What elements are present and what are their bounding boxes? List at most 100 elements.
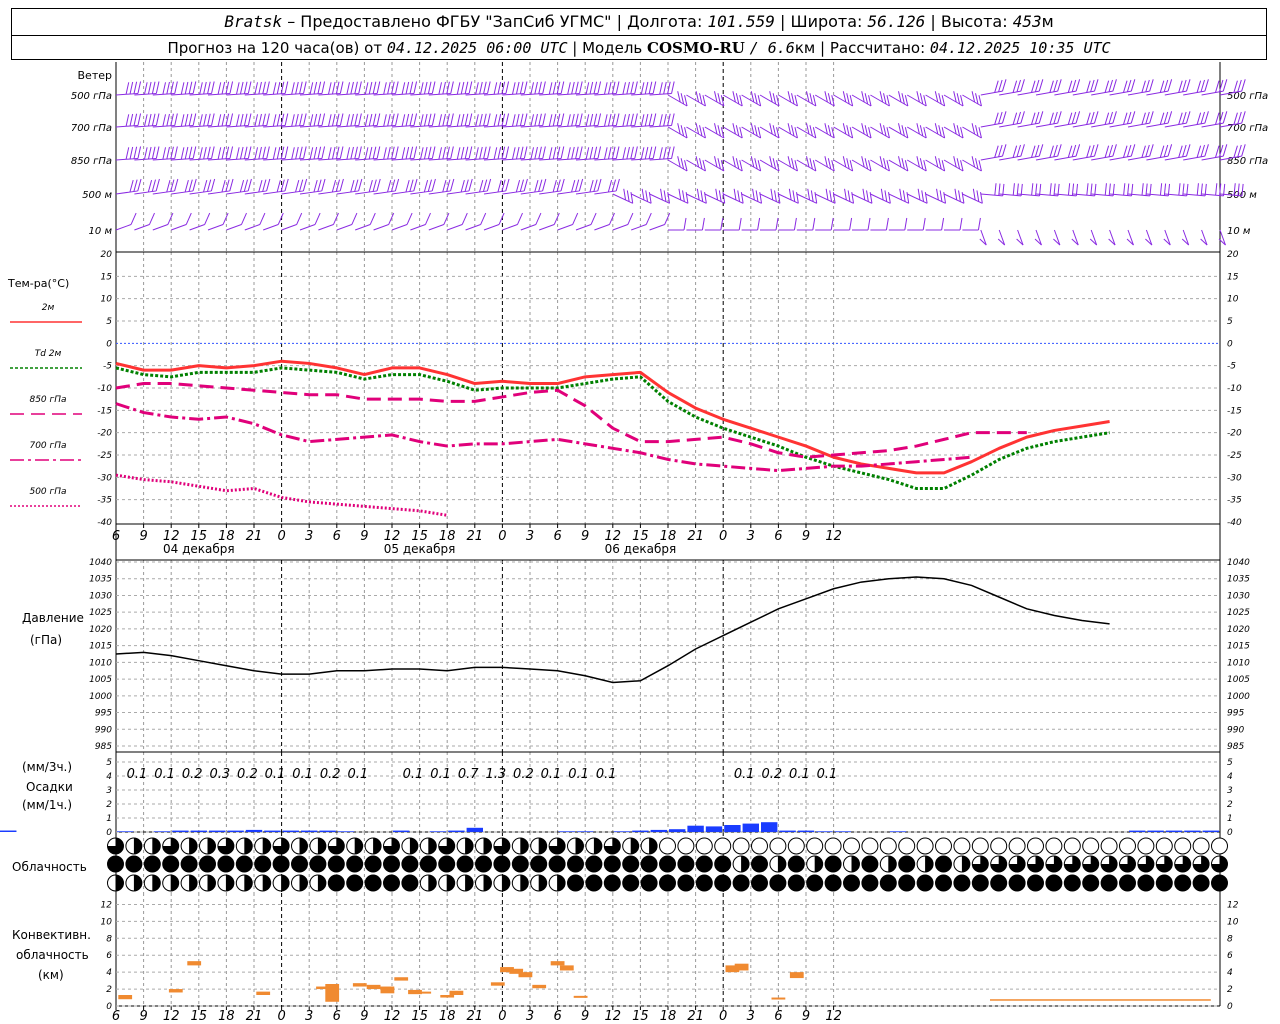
- wind-barb-feather: [206, 179, 212, 192]
- conv-bar: [352, 983, 367, 987]
- wind-barb: [741, 156, 762, 172]
- cloud-cover-symbol: [898, 837, 916, 855]
- wind-barb: [575, 212, 597, 231]
- wind-barb-feather: [597, 81, 602, 94]
- wind-barb-feather: [812, 217, 816, 231]
- cloud-circle-fill: [769, 875, 786, 891]
- wind-barb-feather: [284, 146, 289, 159]
- cloud-sector-fill: [115, 875, 124, 891]
- wind-barb-feather: [589, 146, 594, 160]
- cloud-sector-fill: [1193, 856, 1210, 872]
- wind-barb-shaft: [1146, 90, 1169, 96]
- wind-barb: [686, 156, 706, 172]
- wind-barb-shaft: [851, 159, 872, 172]
- wind-barb-feather: [626, 146, 630, 160]
- wind-barb-feather: [1086, 80, 1091, 93]
- wind-barb-feather: [450, 113, 454, 126]
- wind-barb: [704, 91, 725, 107]
- wind-barb-feather: [174, 113, 178, 126]
- wind-barb-shaft: [925, 94, 945, 107]
- cloud-cover-symbol: [1155, 837, 1173, 855]
- wind-barb-feather: [225, 113, 230, 126]
- cloud-sector-fill: [162, 838, 179, 854]
- wind-barb-shaft: [1146, 122, 1169, 128]
- cloud-circle-fill: [1082, 875, 1099, 891]
- cloud-sector-fill: [851, 856, 860, 872]
- wind-barb-feather: [162, 114, 167, 127]
- wind-barb-feather: [534, 113, 538, 127]
- temp-ytick-label: -15: [97, 406, 112, 416]
- cloud-cover-symbol: [935, 874, 952, 892]
- wind-barb-feather: [793, 217, 797, 231]
- wind-barb: [1035, 79, 1062, 96]
- wind-barb-feather: [849, 160, 854, 172]
- wind-barb-feather: [309, 114, 314, 127]
- cloud-cover-symbol: [125, 855, 143, 873]
- wind-barb: [815, 217, 834, 231]
- wind-barb-feather: [405, 146, 410, 160]
- time-tick-label: 18: [218, 1009, 235, 1024]
- wind-barb-feather: [648, 113, 653, 126]
- temp-ytick-label-right: -30: [1227, 473, 1242, 483]
- wind-barb-feather: [1200, 144, 1206, 158]
- cloud-circle-outline: [659, 837, 676, 855]
- cloud-sector-fill: [630, 838, 639, 854]
- precip-bar: [337, 831, 355, 832]
- day-label: 04 декабря: [163, 542, 235, 556]
- wind-barb: [833, 188, 855, 204]
- wind-barb-feather: [442, 81, 446, 95]
- wind-barb: [502, 81, 528, 96]
- precip-bar: [1184, 830, 1201, 832]
- wind-barb-feather: [794, 160, 798, 172]
- wind-barb-feather: [534, 179, 539, 193]
- wind-barb-feather: [1163, 79, 1169, 93]
- conv-bar: [168, 989, 183, 993]
- wind-barb-feather: [446, 81, 450, 94]
- precip-bar: [153, 831, 171, 832]
- wind-barb-feather: [272, 82, 277, 95]
- wind-barb-shaft: [686, 126, 706, 139]
- cloud-cover-symbol: [898, 874, 916, 892]
- cloud-circle-fill: [622, 875, 639, 891]
- wind-barb: [631, 113, 657, 128]
- wind-barb-shaft: [1035, 155, 1058, 161]
- cloud-circle-fill: [144, 856, 161, 872]
- wind-barb-feather: [188, 113, 193, 126]
- cloud-circle-fill: [107, 856, 124, 872]
- wind-barb: [373, 146, 399, 161]
- wind-barb-feather: [998, 111, 1003, 125]
- cloud-circle-fill: [898, 856, 915, 872]
- wind-barb-feather: [431, 113, 436, 126]
- wind-barb-feather: [335, 179, 340, 192]
- cloud-circle-outline: [861, 837, 879, 855]
- cloud-circle-outline: [843, 837, 860, 855]
- wind-barb-feather: [846, 125, 850, 137]
- wind-barb: [465, 81, 491, 96]
- wind-barb-feather: [203, 113, 207, 127]
- wind-barb-shaft: [355, 224, 371, 231]
- time-tick-label: 15: [191, 529, 208, 544]
- wind-barb: [870, 188, 891, 204]
- wind-barb-feather: [901, 93, 905, 105]
- cloud-cover-symbol: [861, 837, 879, 855]
- cloud-title: Облачность: [12, 860, 87, 874]
- wind-barb-feather: [752, 188, 755, 201]
- wind-barb-feather: [917, 188, 921, 201]
- wind-barb-feather: [879, 123, 884, 135]
- time-tick-label: 12: [605, 1009, 622, 1024]
- wind-barb-shaft: [1054, 90, 1077, 96]
- cloud-cover-symbol: [199, 837, 216, 855]
- wind-barb-feather: [1020, 111, 1025, 124]
- wind-barb-feather: [295, 146, 299, 160]
- wind-barb: [925, 217, 945, 231]
- wind-barb-feather: [354, 146, 358, 159]
- wind-barb-feather: [695, 91, 700, 103]
- pressure-ytick-label-right: 1025: [1227, 608, 1250, 618]
- wind-barb-feather: [680, 158, 685, 170]
- cloud-cover-symbol: [254, 874, 272, 892]
- wind-barb: [207, 212, 229, 231]
- wind-barb-shaft: [1091, 155, 1113, 161]
- wind-barb-feather: [714, 91, 718, 103]
- cloud-circle-fill: [880, 875, 897, 891]
- wind-barb-feather: [695, 156, 700, 168]
